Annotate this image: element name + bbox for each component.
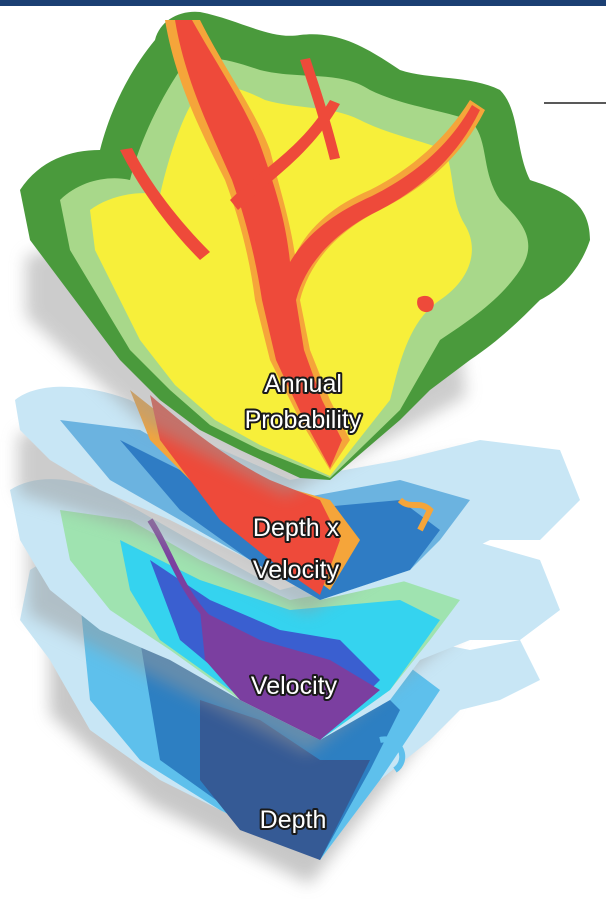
label-annual-probability-line-1: Annual	[264, 370, 342, 398]
annual-probability-layer	[20, 11, 590, 496]
label-depth-x-velocity-line-1: Depth x	[253, 514, 340, 542]
depth-x-velocity-layer	[15, 386, 580, 614]
label-annual-probability-line-2: Probability	[245, 406, 362, 434]
velocity-layer	[10, 479, 560, 754]
label-depth: Depth	[260, 806, 327, 834]
top-bar	[0, 0, 606, 6]
label-depth-x-velocity-line-2: Velocity	[253, 556, 340, 584]
label-velocity: Velocity	[251, 672, 338, 700]
